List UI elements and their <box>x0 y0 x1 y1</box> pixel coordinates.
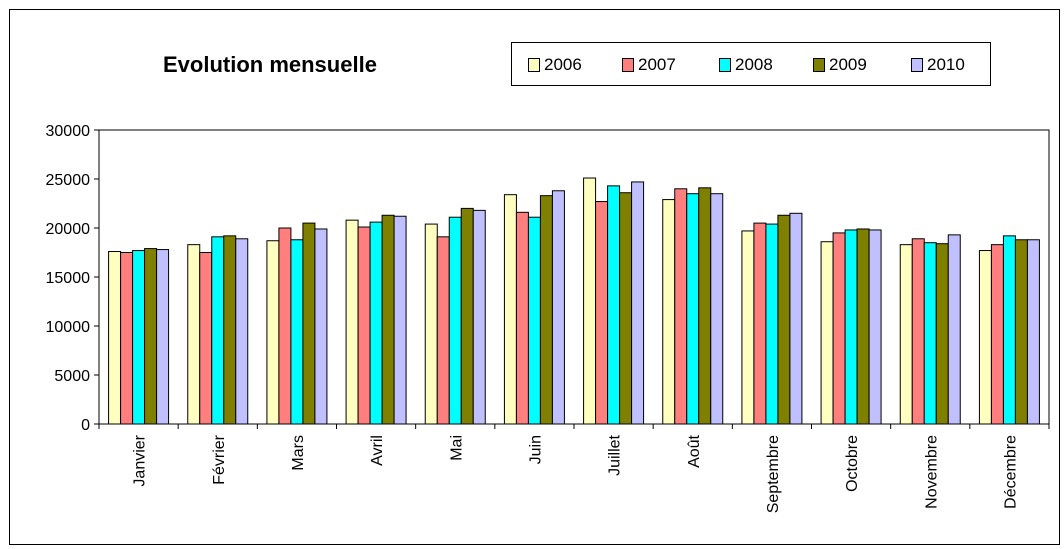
bar-2008-5 <box>527 216 541 425</box>
legend-label: 2009 <box>829 55 867 74</box>
bar-2008-10 <box>923 242 937 425</box>
bar-2009-7 <box>698 187 712 425</box>
bar-2006-1 <box>187 244 201 425</box>
bar-2008-1 <box>211 236 225 425</box>
bar-2009-3 <box>381 214 395 425</box>
bar-2010-3 <box>393 215 407 425</box>
bar-2010-10 <box>947 234 961 425</box>
y-tick-label: 0 <box>81 417 90 434</box>
y-tick-label: 25000 <box>46 172 91 189</box>
bar-2006-3 <box>345 219 359 425</box>
y-tick-label: 20000 <box>46 221 91 238</box>
legend-swatch <box>528 58 540 72</box>
bar-2010-5 <box>551 190 565 425</box>
x-tick-label: Août <box>686 434 703 467</box>
legend-item-2010: 2010 <box>911 55 965 74</box>
legend-swatch <box>813 58 825 72</box>
x-tick-label: Avril <box>369 435 386 466</box>
bar-2010-2 <box>314 228 328 425</box>
bar-2007-5 <box>515 211 529 425</box>
bar-2010-4 <box>472 209 486 425</box>
bar-2007-1 <box>199 252 213 425</box>
bar-2009-6 <box>619 192 633 425</box>
bar-2006-9 <box>820 241 834 425</box>
bar-2008-11 <box>1002 235 1016 425</box>
bar-2007-7 <box>674 188 688 425</box>
bar-2007-6 <box>595 201 609 425</box>
bar-2007-4 <box>436 236 450 425</box>
bar-2009-11 <box>1014 239 1028 425</box>
bar-2006-7 <box>662 199 676 425</box>
legend-swatch <box>622 58 634 72</box>
bar-2007-11 <box>990 244 1004 425</box>
bar-2007-3 <box>357 226 371 425</box>
bar-2009-9 <box>856 228 870 425</box>
x-tick-label: Mai <box>448 435 465 461</box>
y-tick-label: 30000 <box>46 123 91 140</box>
x-tick-label: Juillet <box>607 434 624 475</box>
legend: 2006 2007 2008 2009 2010 <box>511 42 991 86</box>
bar-2006-10 <box>899 244 913 425</box>
x-tick-label: Juin <box>527 435 544 464</box>
legend-swatch <box>719 58 731 72</box>
bar-2008-4 <box>448 216 462 425</box>
legend-item-2008: 2008 <box>719 55 773 74</box>
bar-2010-6 <box>631 181 645 425</box>
bar-2007-9 <box>832 232 846 425</box>
bar-2009-5 <box>539 195 553 425</box>
y-tick-label: 10000 <box>46 319 91 336</box>
bar-2006-6 <box>583 177 597 425</box>
bar-2007-0 <box>120 252 134 425</box>
bar-2008-0 <box>132 250 146 425</box>
bar-2006-0 <box>108 251 122 425</box>
bar-2009-4 <box>460 207 474 425</box>
x-tick-label: Février <box>211 434 228 484</box>
bar-2006-11 <box>978 250 992 425</box>
x-tick-label: Octobre <box>844 435 861 492</box>
bar-2009-8 <box>777 214 791 425</box>
x-tick-label: Novembre <box>923 435 940 509</box>
bar-2009-1 <box>223 235 237 425</box>
bar-2010-7 <box>710 193 724 425</box>
x-tick-label: Septembre <box>765 435 782 513</box>
y-tick-label: 5000 <box>54 368 90 385</box>
legend-label: 2006 <box>544 55 582 74</box>
bar-2008-2 <box>290 239 304 425</box>
x-tick-label: Mars <box>290 435 307 471</box>
bar-2010-11 <box>1026 239 1040 425</box>
bar-2010-0 <box>156 249 170 425</box>
bar-2006-5 <box>503 194 517 425</box>
bar-2008-9 <box>844 229 858 425</box>
bar-2007-8 <box>753 222 767 425</box>
x-tick-label: Janvier <box>132 434 149 486</box>
legend-item-2007: 2007 <box>622 55 676 74</box>
legend-item-2006: 2006 <box>528 55 582 74</box>
x-tick-label: Décembre <box>1002 435 1019 509</box>
bar-2006-2 <box>266 240 280 425</box>
legend-swatch <box>911 58 923 72</box>
bar-2009-0 <box>144 248 158 425</box>
bar-2009-2 <box>302 222 316 425</box>
bar-2010-9 <box>868 229 882 425</box>
bar-2009-10 <box>935 243 949 425</box>
bar-2007-2 <box>278 227 292 425</box>
legend-label: 2008 <box>735 55 773 74</box>
bar-2006-8 <box>741 230 755 425</box>
bar-2007-10 <box>911 238 925 425</box>
bar-2008-3 <box>369 221 383 425</box>
legend-item-2009: 2009 <box>813 55 867 74</box>
bar-2008-7 <box>686 193 700 425</box>
chart-title: Evolution mensuelle <box>163 52 377 77</box>
bar-2010-1 <box>235 238 249 425</box>
bar-2008-8 <box>765 223 779 425</box>
legend-label: 2010 <box>927 55 965 74</box>
y-tick-label: 15000 <box>46 270 91 287</box>
bar-2006-4 <box>424 223 438 425</box>
bar-2010-8 <box>789 212 803 425</box>
bar-2008-6 <box>607 185 621 425</box>
legend-label: 2007 <box>638 55 676 74</box>
